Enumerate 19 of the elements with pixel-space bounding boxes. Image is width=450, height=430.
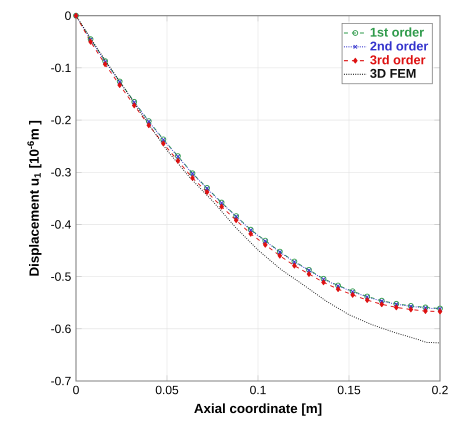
y-tick-label: -0.6 (51, 324, 71, 334)
x-axis-title: Axial coordinate [m] (194, 403, 322, 416)
x-tick-label: 0.1 (250, 386, 266, 394)
y-tick-label: -0.5 (51, 272, 71, 281)
y-tick-label: -0.1 (51, 64, 71, 72)
x-tick-label: 0.15 (338, 386, 360, 394)
legend-label: 2nd order (370, 41, 428, 51)
y-tick-label: -0.3 (51, 168, 71, 176)
y-tick-label: -0.7 (51, 376, 71, 386)
x-tick-label: 0 (73, 386, 79, 394)
legend-label: 3rd order (370, 55, 426, 64)
y-tick-label: 0 (65, 11, 71, 20)
y-tick-label: -0.4 (51, 220, 71, 229)
x-tick-label: 0.2 (432, 386, 448, 394)
y-axis-title: Displacement u$_{1}$ [10$^{-6}$m ] (27, 120, 42, 276)
legend-label: 3D FEM (370, 68, 416, 78)
legend-label: 1st order (370, 27, 424, 37)
y-tick-label: -0.2 (51, 116, 71, 124)
x-tick-label: 0.05 (156, 386, 178, 394)
